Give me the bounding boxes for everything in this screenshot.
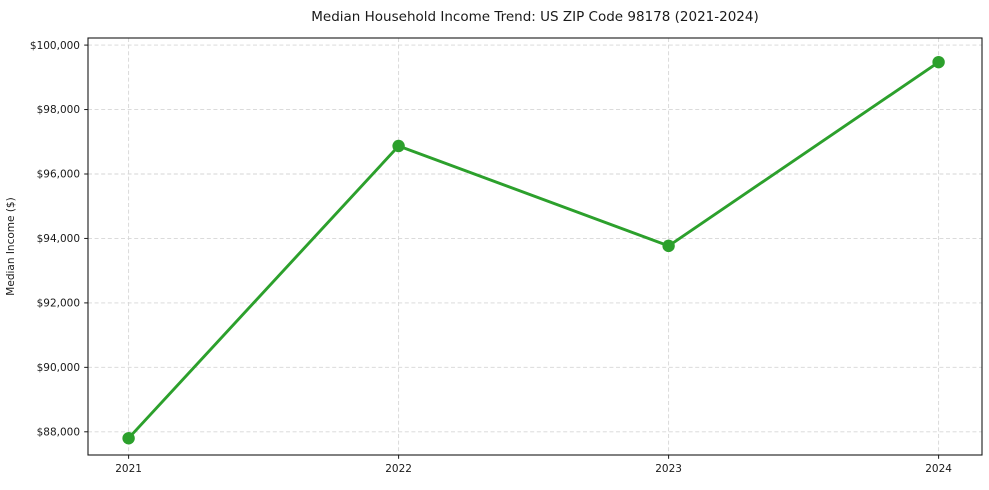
plot-border [87,37,983,456]
data-point-2024 [932,55,945,69]
data-point-2021 [122,432,135,445]
y-tick-label: $90,000 [37,362,80,374]
income-line-series [122,55,945,445]
data-point-2023 [662,239,675,253]
x-tick-label: 2022 [385,463,412,475]
y-tick-label: $94,000 [37,233,80,245]
data-point-2022 [392,139,405,153]
x-tick-label: 2023 [655,463,682,475]
x-tick-label: 2024 [925,463,952,475]
x-tick-label: 2021 [115,463,142,475]
y-tick-label: $88,000 [37,426,80,438]
y-axis-label: Median Income ($) [5,197,17,295]
x-tick-labels: 2021 2022 2023 2024 [115,463,952,475]
y-tick-label: $98,000 [37,104,80,116]
income-trend-line [127,60,941,440]
y-tick-label: $100,000 [30,40,80,52]
axis-tick-marks [84,44,940,459]
grid-lines [88,38,982,455]
y-tick-label: $96,000 [37,169,80,181]
y-tick-labels: $88,000 $90,000 $92,000 $94,000 $96,000 $98,0… [30,40,80,439]
chart-title: Median Household Income Trend: US ZIP Co… [311,9,759,25]
y-tick-label: $92,000 [37,298,80,310]
axes-spines [87,37,983,456]
